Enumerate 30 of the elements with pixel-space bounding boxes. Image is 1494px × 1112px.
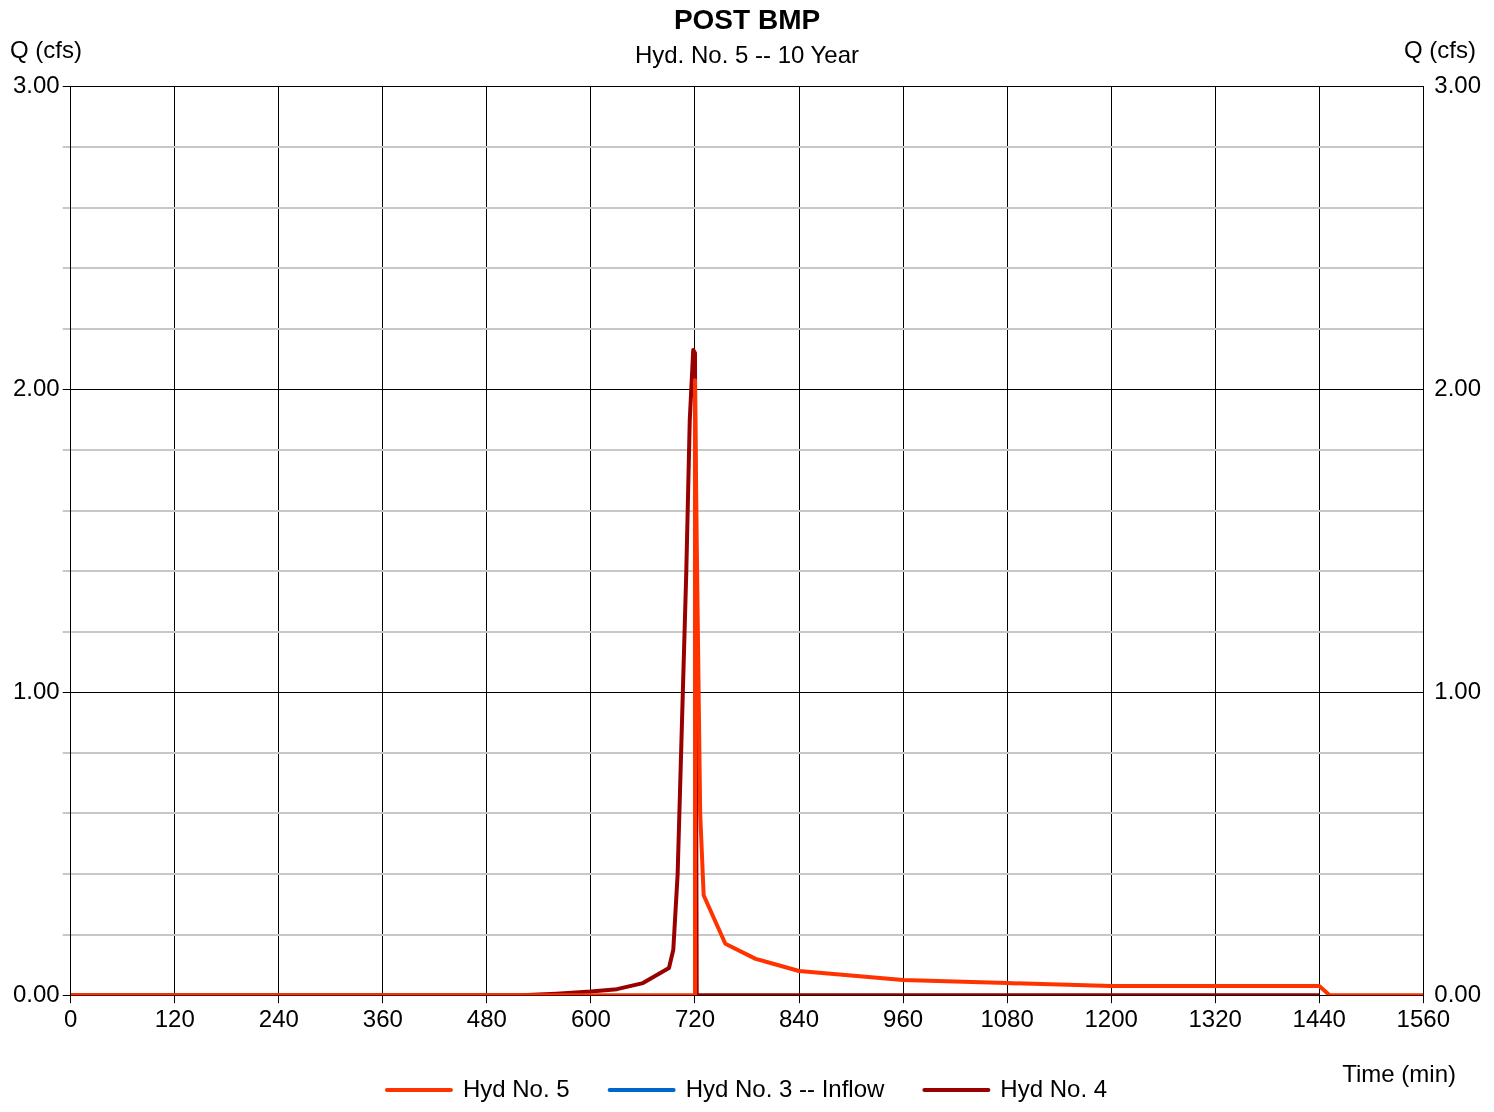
x-tick-label: 1200: [1084, 1005, 1138, 1033]
chart-subtitle: Hyd. No. 5 -- 10 Year: [634, 40, 860, 68]
y-tick-label: 0.00: [12, 979, 60, 1007]
x-tick-label: 360: [362, 1005, 403, 1033]
legend-label: Hyd No. 5: [462, 1074, 570, 1102]
y2-axis-title: Q (cfs): [1404, 36, 1476, 64]
legend-label: Hyd No. 3 -- Inflow: [685, 1074, 886, 1102]
x-tick-label: 240: [258, 1005, 299, 1033]
y2-tick-label: 0.00: [1434, 979, 1482, 1007]
x-tick-label: 120: [154, 1005, 195, 1033]
y2-tick-label: 3.00: [1434, 71, 1482, 99]
x-tick-label: 1440: [1292, 1005, 1346, 1033]
x-axis-title: Time (min): [1342, 1060, 1456, 1088]
y-axis-title: Q (cfs): [10, 36, 82, 64]
y-tick-label: 3.00: [12, 71, 60, 99]
y-tick-label: 1.00: [12, 676, 60, 704]
legend-label: Hyd No. 4: [1000, 1074, 1108, 1102]
x-tick-label: 600: [570, 1005, 611, 1033]
x-tick-label: 1320: [1188, 1005, 1242, 1033]
y-tick-label: 2.00: [12, 373, 60, 401]
x-tick-label: 720: [674, 1005, 715, 1033]
x-tick-label: 1080: [980, 1005, 1034, 1033]
x-tick-label: 840: [779, 1005, 820, 1033]
x-tick-label: 0: [64, 1005, 78, 1033]
x-tick-label: 1560: [1396, 1005, 1450, 1033]
chart-title: POST BMP: [673, 3, 821, 35]
y2-tick-label: 2.00: [1434, 373, 1482, 401]
x-tick-label: 960: [883, 1005, 924, 1033]
y2-tick-label: 1.00: [1434, 676, 1482, 704]
x-tick-label: 480: [466, 1005, 507, 1033]
